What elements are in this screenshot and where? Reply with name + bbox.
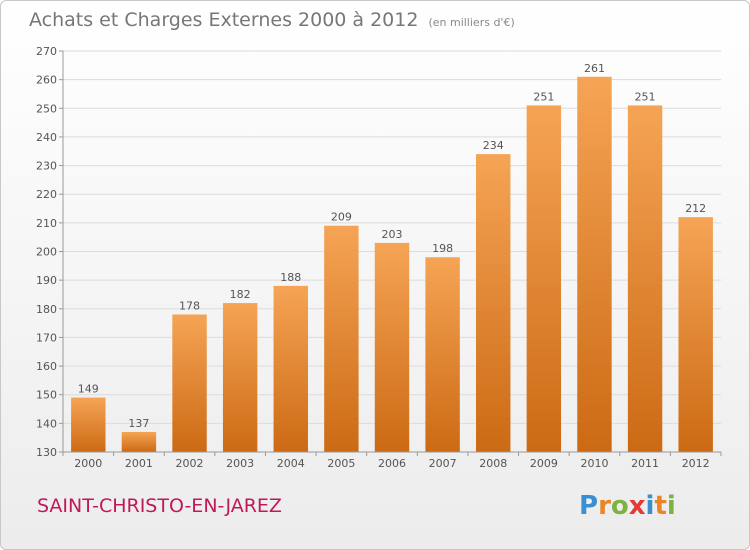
x-tick-label: 2008 [479, 457, 507, 470]
y-tick-label: 250 [36, 102, 57, 115]
logo-letter: P [579, 491, 599, 521]
data-label-2011: 251 [635, 90, 656, 103]
y-tick-label: 240 [36, 131, 57, 144]
x-tick-label: 2009 [530, 457, 558, 470]
chart-subtitle: (en milliers d'€) [428, 16, 515, 29]
bar-2010 [577, 76, 612, 453]
axes [62, 51, 721, 453]
bars [71, 76, 713, 453]
y-tick-label: 170 [36, 331, 57, 344]
logo-letter: i [645, 491, 655, 521]
data-label-2001: 137 [128, 417, 149, 430]
place-name: SAINT-CHRISTO-EN-JAREZ [37, 495, 282, 517]
bar-2002 [172, 314, 207, 452]
bar-2000 [71, 397, 106, 452]
x-tick-label: 2004 [277, 457, 305, 470]
y-tick-label: 160 [36, 360, 57, 373]
bar-2012 [678, 217, 713, 452]
bar-2007 [425, 257, 460, 452]
x-axis-tick-labels: 2000 2001 2002 2003 2004 2005 2006 2007 2008 2009… [62, 452, 722, 470]
bar-2001 [121, 431, 157, 452]
y-tick-label: 140 [36, 417, 57, 430]
bar-2009 [526, 105, 562, 453]
x-tick-label: 2006 [378, 457, 406, 470]
y-tick-label: 210 [36, 217, 57, 230]
x-tick-label: 2012 [682, 457, 710, 470]
data-label-2010: 261 [584, 62, 605, 75]
x-tick-label: 2002 [176, 457, 204, 470]
x-tick-label: 2010 [580, 457, 608, 470]
x-tick-label: 2003 [226, 457, 254, 470]
logo-letter: x [628, 491, 646, 521]
data-label-2009: 251 [533, 90, 554, 103]
logo-letter: t [654, 491, 667, 521]
y-tick-label: 220 [36, 188, 57, 201]
bar-2011 [627, 105, 663, 453]
data-label-2002: 178 [179, 300, 200, 313]
logo-letter: o [610, 491, 629, 521]
bar-2006 [374, 242, 410, 452]
logo-letter: i [666, 491, 676, 521]
bar-2004 [273, 285, 308, 452]
y-tick-label: 180 [36, 303, 57, 316]
bar-2003 [222, 303, 258, 452]
x-tick-label: 2001 [125, 457, 153, 470]
data-label-2003: 182 [230, 288, 251, 301]
bar-2008 [476, 154, 511, 452]
chart-title: Achats et Charges Externes 2000 à 2012 [29, 9, 419, 31]
x-tick-label: 2005 [327, 457, 355, 470]
y-axis-tick-labels: 130 140 150 160 170 180 190 200 210 220 230 240 250 2… [36, 45, 63, 459]
data-label-2008: 234 [483, 139, 504, 152]
proxiti-logo: Proxiti [579, 491, 676, 521]
y-tick-label: 230 [36, 160, 57, 173]
chart-title-block: Achats et Charges Externes 2000 à 2012 (e… [29, 9, 515, 31]
logo-letter: r [598, 491, 611, 521]
data-label-2007: 198 [432, 242, 453, 255]
data-label-2005: 209 [331, 211, 352, 224]
y-tick-label: 150 [36, 389, 57, 402]
y-tick-label: 270 [36, 45, 57, 58]
x-tick-label: 2011 [631, 457, 659, 470]
y-tick-label: 260 [36, 74, 57, 87]
bar-2005 [324, 225, 359, 452]
y-tick-label: 190 [36, 274, 57, 287]
data-label-2006: 203 [382, 228, 403, 241]
x-tick-label: 2000 [74, 457, 102, 470]
y-tick-label: 200 [36, 246, 57, 259]
data-label-2012: 212 [685, 202, 706, 215]
data-label-2000: 149 [78, 383, 99, 396]
data-labels: 149 137 178 182 188 209 203 198 234 251 261 251 212 [78, 62, 706, 430]
x-tick-label: 2007 [429, 457, 457, 470]
y-tick-label: 130 [36, 446, 57, 459]
data-label-2004: 188 [280, 271, 301, 284]
